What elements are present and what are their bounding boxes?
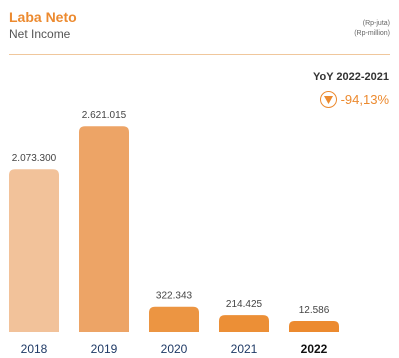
x-tick-label-2018: 2018 xyxy=(21,342,48,356)
yoy-label: YoY 2022-2021 xyxy=(312,71,389,83)
x-tick-label-2021: 2021 xyxy=(231,342,258,356)
bar-value-label-2018: 2.073.300 xyxy=(12,153,57,164)
bar-2018 xyxy=(9,169,59,332)
x-tick-label-2019: 2019 xyxy=(91,342,118,356)
bar-value-label-2019: 2.621.015 xyxy=(82,110,127,121)
chart-subtitle: Net Income xyxy=(9,27,71,41)
unit-label-idr: (Rp-juta) xyxy=(362,20,390,27)
bar-value-label-2022: 12.586 xyxy=(299,305,330,316)
bar-2019 xyxy=(79,126,129,332)
x-tick-label-2022: 2022 xyxy=(301,342,328,356)
unit-label-en: (Rp-million) xyxy=(354,30,390,37)
x-tick-label-2020: 2020 xyxy=(161,342,188,356)
bar-2021 xyxy=(219,315,269,332)
bar-value-label-2020: 322.343 xyxy=(156,291,193,302)
bar-2020 xyxy=(149,306,199,332)
chart-title: Laba Neto xyxy=(9,9,77,25)
header-divider xyxy=(9,54,390,55)
down-triangle-icon xyxy=(319,91,337,108)
yoy-value: -94,13% xyxy=(340,92,389,107)
bar-value-label-2021: 214.425 xyxy=(226,299,263,310)
bar-2022 xyxy=(289,321,339,332)
yoy-indicator: -94,13% xyxy=(319,91,389,108)
